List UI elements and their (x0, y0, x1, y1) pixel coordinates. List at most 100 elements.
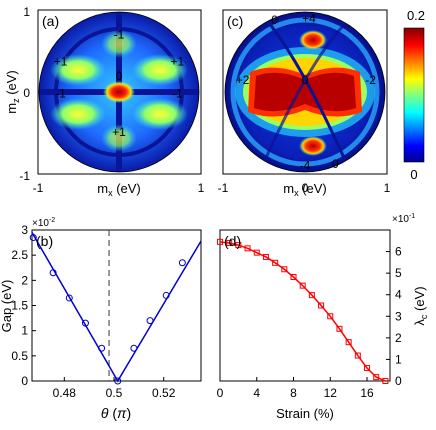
panel-c-xtick-mid: 0 (302, 181, 309, 195)
panel-a-ytick-top: 1 (23, 5, 30, 19)
panel-d-data-point (253, 249, 260, 256)
panel-d-data-point (327, 313, 334, 320)
panel-a-ytick-mid: 0 (23, 86, 30, 100)
panel-d-xlabel: Strain (%) (276, 406, 334, 421)
panel-b-data-point (130, 344, 138, 352)
panel-b-ytick-label: 0.5 (11, 349, 28, 363)
panel-d-data-point (235, 242, 242, 249)
panel-d-xtick-label: 4 (253, 386, 260, 400)
panel-d-xtick-label: 8 (290, 386, 297, 400)
panel-d-data-point (336, 325, 343, 332)
panel-b-xtick-label: 0.48 (53, 386, 77, 400)
panel-c-region-label: 0 (302, 73, 309, 87)
panel-b-data-point (81, 319, 89, 327)
panel-d-series-line (219, 241, 386, 382)
panel-d-xtick-label: 0 (217, 386, 224, 400)
panel-a-ylabel: mz (eV) (4, 70, 21, 114)
panel-c-label: (c) (227, 13, 243, 29)
panel-d-ylabel: λc (eV) (412, 286, 429, 325)
panel-d-ytick-label: 5 (395, 266, 402, 280)
panel-d-label: (d) (224, 233, 241, 249)
panel-d-multiplier: ×10-1 (392, 213, 415, 225)
panel-c-region-labels: 0 +4 +2 0 -2 -4 0 (236, 11, 377, 172)
panel-b-xtick-label: 0.52 (152, 386, 176, 400)
panel-d-ytick-label: 2 (395, 331, 402, 345)
panel-d-xtick-label: 16 (360, 386, 374, 400)
panel-b-series-line (31, 232, 202, 383)
panel-b-data-point (146, 317, 154, 325)
panel-d-data-point (354, 352, 361, 359)
panel-c-region-label: -4 (300, 159, 311, 173)
panel-a-region-label: +1 (112, 125, 126, 139)
panel-d-data-point (318, 302, 325, 309)
panel-a-xlabel: mx (eV) (97, 181, 141, 198)
panel-a-region-label: -1 (55, 87, 66, 101)
panel-b-label: (b) (36, 233, 53, 249)
panel-a-heatmap (39, 12, 199, 172)
panel-b-ytick-label: 2.5 (11, 248, 28, 262)
panel-d-ytick-label: 3 (395, 309, 402, 323)
panel-c-region-label: +4 (302, 11, 316, 25)
panel-a-region-label: +1 (54, 55, 68, 69)
panel-c-region-label: 0 (332, 157, 339, 171)
panel-a-region-label: -1 (114, 27, 125, 41)
panel-d-data-point (272, 259, 279, 266)
panel-a-label: (a) (42, 13, 59, 29)
panel-a-xtick-left: -1 (33, 181, 44, 195)
panel-b-ylabel: Gap (eV) (0, 280, 14, 333)
colorbar-tick-max: 0.2 (407, 8, 425, 23)
panel-b-ytick-label: 0 (21, 374, 28, 388)
panel-b-data-point (49, 269, 57, 277)
colorbar-tick-min: 0 (410, 167, 417, 182)
panel-a-region-label: +1 (171, 55, 185, 69)
panel-d-xtick-label: 12 (324, 386, 338, 400)
panel-c-xtick-left: -1 (218, 181, 229, 195)
panel-b-xlabel: θ (π) (101, 405, 131, 421)
panel-d-ytick-label: 4 (395, 288, 402, 302)
panel-d-data-point (299, 282, 306, 289)
panel-b-ytick-label: 3 (21, 223, 28, 237)
panel-a-ytick-bot: -1 (19, 169, 30, 183)
panel-b: 0.48 0.5 0.52 0 0.5 1 1.5 2 2.5 3 (b) ×10-2 θ (π)… (0, 217, 202, 421)
panel-b-data-point (29, 234, 37, 242)
panel-c-region-label: 0 (271, 13, 278, 27)
panel-d-ytick-label: 6 (395, 245, 402, 259)
colorbar (403, 27, 425, 163)
panel-a: (a) -1+1 +10-1 -1+1 1 0 -1 -1 1 mx (eV) mz… (4, 5, 205, 198)
panel-d-data-point (308, 292, 315, 299)
panel-b-xtick-label: 0.5 (106, 386, 123, 400)
panel-d-data-point (281, 266, 288, 273)
panel-d-ytick-label: 1 (395, 352, 402, 366)
panel-b-data-point (65, 294, 73, 302)
panel-b-plot: 0.48 0.5 0.52 0 0.5 1 1.5 2 2.5 3 (11, 223, 202, 400)
panel-b-data-point (162, 291, 170, 299)
panel-b-data-point (178, 259, 186, 267)
panel-d-data-point (373, 374, 380, 381)
panel-b-ytick-label: 1.5 (11, 299, 28, 313)
panel-a-xtick-right: 1 (198, 181, 205, 195)
panel-d-data-point (226, 239, 233, 246)
panel-d-data-point (262, 253, 269, 260)
panel-d-data-point (345, 339, 352, 346)
panel-d-data-point (382, 378, 389, 384)
panel-c-xtick-right: 1 (384, 181, 391, 195)
panel-d-data-point (364, 365, 371, 372)
panel-b-frame (31, 229, 202, 382)
panel-b-ytick-label: 2 (21, 273, 28, 287)
panel-a-region-label: -1 (172, 87, 183, 101)
panel-b-multiplier: ×10-2 (32, 217, 55, 229)
panel-a-region-label: 0 (116, 69, 123, 83)
panel-c-region-label: +2 (236, 73, 250, 87)
panel-d-data-point (290, 274, 297, 281)
panel-d-data-point (244, 245, 251, 252)
panel-a-region-labels: -1 +1 +1 0 -1 -1 +1 (54, 27, 185, 139)
panel-d-data-point (217, 238, 223, 245)
panel-b-data-point (114, 377, 122, 385)
panel-d-ytick-label: 0 (395, 374, 402, 388)
panel-c-heatmap (225, 12, 385, 172)
panel-b-ytick-label: 1 (21, 324, 28, 338)
panel-b-data-point (98, 344, 106, 352)
